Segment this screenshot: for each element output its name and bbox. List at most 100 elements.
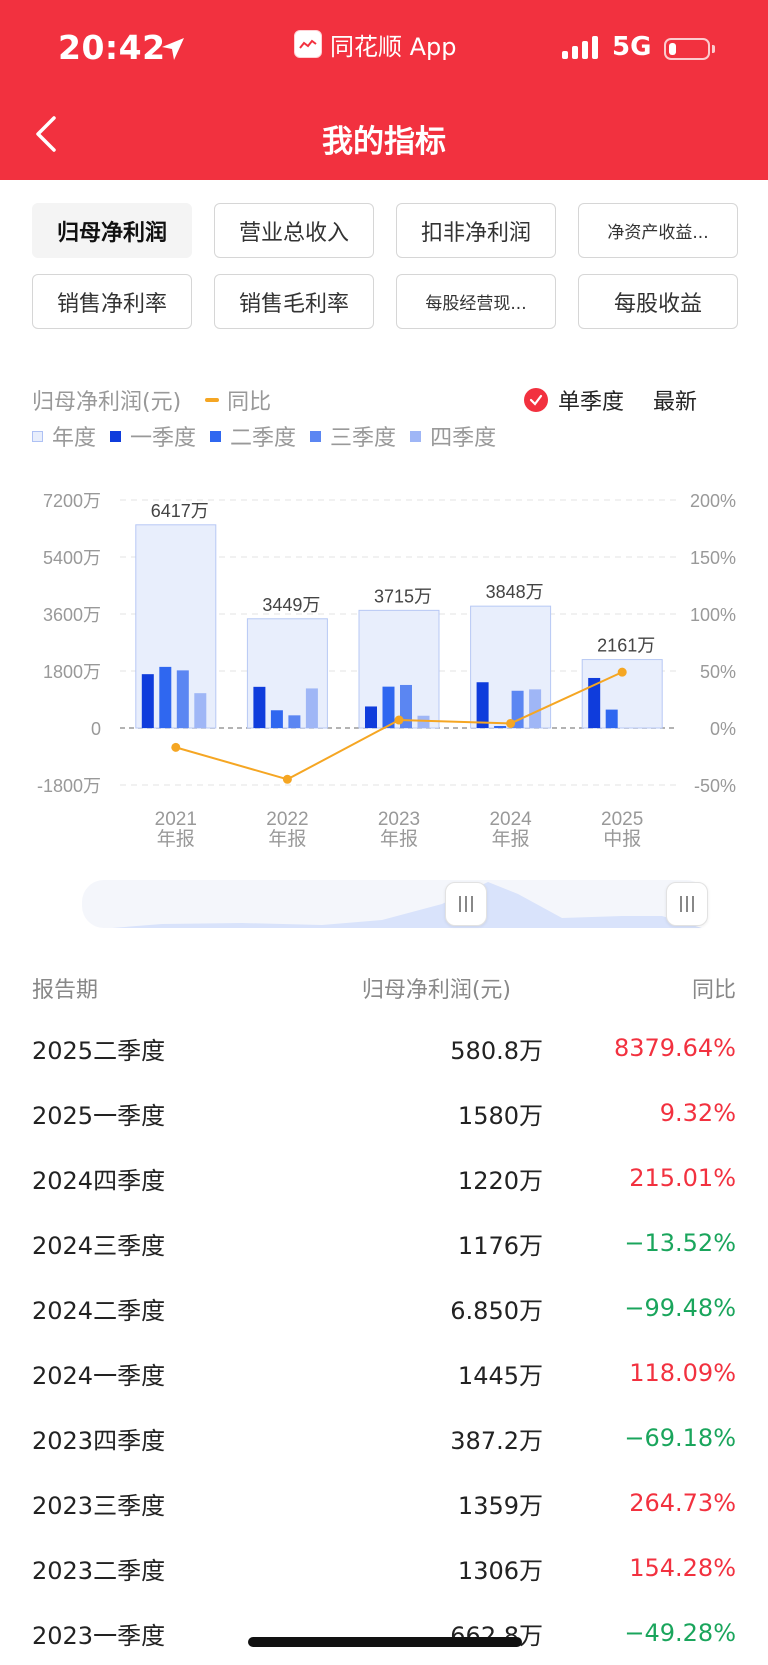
row-value: 387.2万 — [450, 1426, 543, 1455]
header-value[interactable]: 归母净利润(元) — [361, 978, 511, 1003]
x-tick-label: 2022 — [266, 809, 308, 830]
row-period: 2025二季度 — [32, 1036, 166, 1065]
quarter-bar — [365, 706, 377, 728]
legend-q4[interactable]: 四季度 — [410, 420, 496, 452]
quarter-bar — [588, 677, 601, 728]
quarter-bar — [511, 690, 524, 728]
y-right-tick-label: -50% — [694, 776, 736, 796]
x-tick-label: 2025 — [601, 809, 643, 830]
header-bar: 20:42 同花顺 App 5G 我的指标 — [0, 0, 768, 180]
y-right-tick-label: 0% — [710, 719, 736, 739]
x-tick-label: 年报 — [157, 828, 195, 850]
table-row[interactable]: 2024四季度 1220万 215.01% — [32, 1146, 736, 1210]
net-profit-chart: 7200万 5400万 3600万 1800万 0 -1800万 200% 150% 100% 5… — [37, 491, 736, 850]
table-row[interactable]: 2025二季度 580.8万 8379.64% — [32, 1016, 736, 1080]
row-period: 2024二季度 — [32, 1296, 166, 1325]
table-row[interactable]: 2024二季度 6.850万 −99.48% — [32, 1276, 736, 1340]
row-period: 2023三季度 — [32, 1491, 166, 1520]
row-yoy: 118.09% — [629, 1359, 736, 1387]
row-yoy: −49.28% — [624, 1619, 736, 1647]
quarter-bar — [253, 686, 266, 728]
app-name: 同花顺 App — [330, 32, 457, 61]
table-row[interactable]: 2023一季度 662.8万 −49.28% — [32, 1601, 736, 1665]
row-value: 580.8万 — [450, 1036, 543, 1065]
location-arrow-icon — [162, 38, 184, 60]
header-yoy[interactable]: 同比 — [691, 978, 736, 1003]
check-icon — [524, 388, 548, 412]
row-period: 2023一季度 — [32, 1621, 166, 1650]
row-period: 2024四季度 — [32, 1166, 166, 1195]
battery-icon — [664, 38, 710, 60]
legend-q2[interactable]: 二季度 — [210, 420, 296, 452]
tab-roe[interactable]: 净资产收益... — [578, 203, 738, 258]
legend-q3[interactable]: 三季度 — [310, 420, 396, 452]
quarter-bar — [141, 674, 154, 728]
row-value: 1580万 — [457, 1101, 543, 1130]
scroller-preview — [112, 882, 702, 928]
annual-bar-label: 2161万 — [597, 636, 655, 656]
tab-total-revenue[interactable]: 营业总收入 — [214, 203, 374, 258]
scroller-left-handle[interactable] — [445, 882, 487, 926]
legend-annual[interactable]: 年度 — [32, 420, 96, 452]
y-left-tick-label: 0 — [91, 719, 101, 739]
x-tick-label: 2023 — [378, 809, 420, 830]
metric-tabs: 归母净利润 营业总收入 扣非净利润 净资产收益... 销售净利率 销售毛利率 每… — [32, 203, 738, 329]
tab-operating-cashflow-per-share[interactable]: 每股经营现... — [396, 274, 556, 329]
row-yoy: 9.32% — [659, 1099, 736, 1127]
app-logo-icon — [294, 30, 322, 58]
single-quarter-toggle[interactable]: 单季度 — [524, 384, 624, 416]
header-period: 报告期 — [32, 978, 99, 1003]
table-row[interactable]: 2023四季度 387.2万 −69.18% — [32, 1406, 736, 1470]
tab-eps[interactable]: 每股收益 — [578, 274, 738, 329]
row-period: 2024三季度 — [32, 1231, 166, 1260]
table-row[interactable]: 2024三季度 1176万 −13.52% — [32, 1211, 736, 1275]
signal-icon — [562, 36, 598, 59]
legend-metric: 归母净利润(元) — [32, 390, 182, 415]
yoy-point — [394, 715, 404, 725]
row-yoy: 264.73% — [629, 1489, 736, 1517]
y-right-tick-label: 100% — [690, 605, 736, 625]
quarter-bar — [400, 684, 412, 728]
back-arrow-icon[interactable] — [32, 112, 64, 156]
annual-bar-label: 3848万 — [486, 582, 544, 602]
row-value: 1176万 — [457, 1231, 543, 1260]
row-yoy: −13.52% — [624, 1229, 736, 1257]
quarter-bar — [476, 682, 489, 728]
tab-gross-margin[interactable]: 销售毛利率 — [214, 274, 374, 329]
table-row[interactable]: 2023二季度 1306万 154.28% — [32, 1536, 736, 1600]
tab-net-profit-parent[interactable]: 归母净利润 — [32, 203, 192, 258]
status-time: 20:42 — [58, 28, 166, 67]
quarter-bar — [270, 710, 283, 728]
legend-q1[interactable]: 一季度 — [110, 420, 196, 452]
scroller-right-handle[interactable] — [666, 882, 708, 926]
row-value: 6.850万 — [450, 1296, 543, 1325]
latest-button[interactable]: 最新 — [653, 390, 698, 415]
chart-legend-main: 归母净利润(元) 同比 — [32, 384, 271, 416]
table-row[interactable]: 2023三季度 1359万 264.73% — [32, 1471, 736, 1535]
table-row[interactable]: 2025一季度 1580万 9.32% — [32, 1081, 736, 1145]
x-tick-label: 2021 — [155, 809, 197, 830]
row-yoy: 215.01% — [629, 1164, 736, 1192]
network-type: 5G — [612, 32, 652, 62]
single-quarter-label: 单季度 — [558, 390, 625, 415]
tab-net-margin[interactable]: 销售净利率 — [32, 274, 192, 329]
y-right-tick-label: 150% — [690, 548, 736, 568]
home-indicator[interactable] — [248, 1637, 522, 1647]
y-right-tick-label: 50% — [700, 662, 736, 682]
tab-deducted-net-profit[interactable]: 扣非净利润 — [396, 203, 556, 258]
quarter-bar — [288, 715, 301, 728]
y-left-tick-label: 5400万 — [43, 548, 101, 568]
annual-bar-label: 6417万 — [151, 501, 209, 521]
row-value: 1359万 — [457, 1491, 543, 1520]
quarter-bar — [159, 666, 172, 728]
yoy-point — [282, 774, 292, 784]
y-left-tick-label: 1800万 — [43, 662, 101, 682]
range-scroller[interactable] — [82, 880, 708, 928]
quarter-bar — [529, 689, 542, 728]
quarter-bar — [176, 670, 189, 728]
x-tick-label: 年报 — [268, 828, 306, 850]
table-row[interactable]: 2024一季度 1445万 118.09% — [32, 1341, 736, 1405]
yoy-point — [617, 667, 627, 677]
return-to-app-pill[interactable]: 同花顺 App — [294, 28, 457, 61]
row-value: 1306万 — [457, 1556, 543, 1585]
